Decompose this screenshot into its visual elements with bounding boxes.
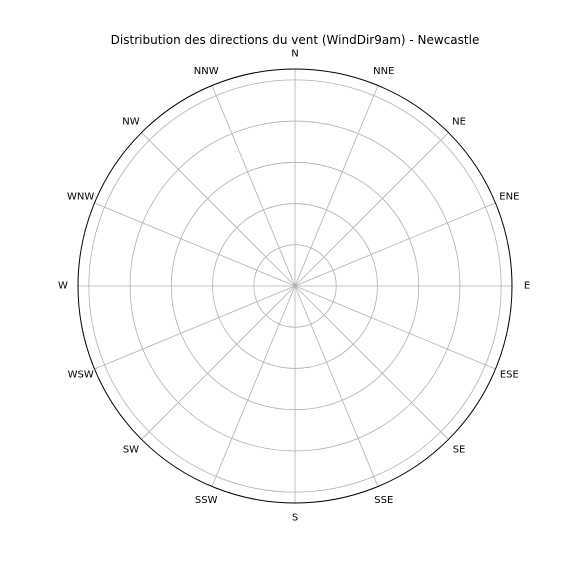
direction-label-ne: NE: [452, 116, 466, 127]
direction-label-se: SE: [453, 445, 466, 456]
direction-label-ene: ENE: [499, 192, 519, 203]
grid-spoke-ssw: [211, 285, 296, 487]
direction-labels: N NNE NE ENE E ESE SE SSE S SSW SW WSW W WNW NW NNW: [58, 49, 530, 524]
direction-label-nw: NW: [122, 116, 139, 127]
polar-grid: [78, 69, 512, 503]
direction-label-nnw: NNW: [194, 66, 219, 77]
direction-label-w: W: [58, 281, 68, 292]
grid-spoke-wnw: [94, 202, 296, 287]
grid-spoke-nne: [294, 85, 379, 287]
grid-spoke-ese: [294, 285, 496, 370]
grid-spoke-ene: [294, 202, 496, 287]
direction-label-sse: SSE: [374, 495, 393, 506]
direction-label-s: S: [292, 513, 298, 524]
grid-spoke-sse: [294, 285, 379, 487]
direction-label-wsw: WSW: [68, 369, 94, 380]
grid-spoke-sw: [141, 285, 296, 440]
grid-spoke-nnw: [211, 85, 296, 287]
grid-spoke-wsw: [94, 285, 296, 370]
grid-spoke-se: [294, 285, 449, 440]
direction-label-nne: NNE: [373, 66, 394, 77]
direction-label-ese: ESE: [500, 369, 519, 380]
direction-label-wnw: WNW: [67, 192, 94, 203]
polar-frame: [77, 68, 513, 504]
grid-spoke-nw: [141, 132, 296, 287]
chart-title: Distribution des directions du vent (Win…: [111, 33, 480, 47]
direction-label-e: E: [524, 281, 530, 292]
direction-label-sw: SW: [123, 445, 139, 456]
direction-label-ssw: SSW: [195, 495, 218, 506]
direction-label-n: N: [291, 49, 298, 60]
grid-spoke-ne: [294, 132, 449, 287]
